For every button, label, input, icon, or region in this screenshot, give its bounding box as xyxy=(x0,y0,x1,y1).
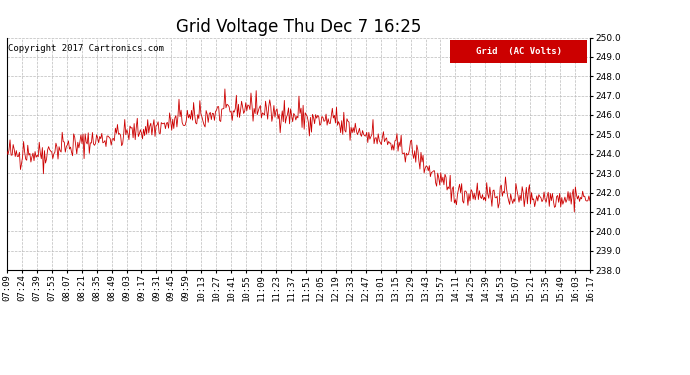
Text: Copyright 2017 Cartronics.com: Copyright 2017 Cartronics.com xyxy=(8,45,164,54)
Title: Grid Voltage Thu Dec 7 16:25: Grid Voltage Thu Dec 7 16:25 xyxy=(176,18,421,36)
